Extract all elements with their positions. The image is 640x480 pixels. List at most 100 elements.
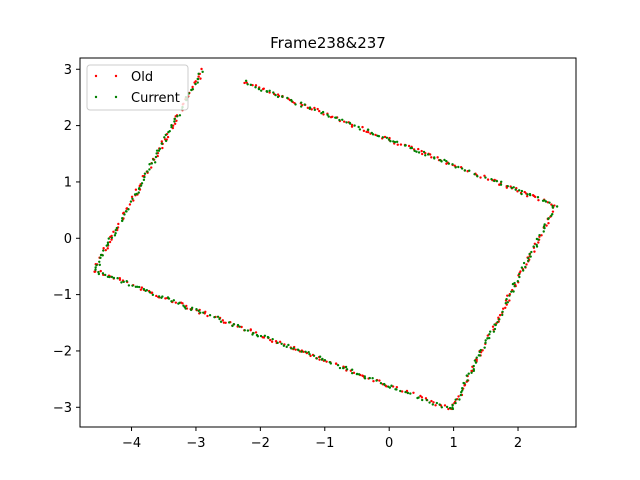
old-point [361,125,364,129]
old-point [161,146,164,150]
current-point [246,83,249,86]
old-point [318,358,321,361]
plot-area-frame [79,57,577,428]
current-point [501,310,504,313]
current-point [152,158,155,161]
current-point [321,357,324,361]
old-point [150,166,153,169]
legend-marker-current [94,95,118,99]
current-point [268,89,271,92]
current-point [208,314,212,317]
old-point [139,288,143,291]
current-point [219,320,223,323]
current-point [294,103,297,106]
current-point [393,140,397,144]
old-point [540,234,543,237]
current-point [462,381,465,385]
current-point [300,105,303,108]
current-point [460,167,464,170]
current-point [238,325,241,328]
current-point [142,287,146,291]
y-tick-label: −2 [53,344,72,359]
current-point [459,393,463,397]
old-point [378,379,381,382]
current-point [550,214,553,217]
current-point [300,101,303,104]
old-point [533,242,537,245]
old-point [352,371,356,375]
current-point [255,333,259,337]
current-point [524,265,527,269]
old-point [361,374,364,377]
current-point [538,233,541,237]
current-point [249,83,253,87]
current-point [457,165,460,169]
old-point [261,336,264,339]
current-point [236,323,240,327]
current-point [338,118,341,122]
current-point [440,406,444,409]
current-point [535,245,539,248]
current-point [114,229,117,232]
current-point [505,297,508,301]
current-point [120,219,124,223]
current-point [274,93,277,97]
x-tick-label: −1 [315,436,334,451]
current-point [127,208,130,211]
old-point [117,222,120,226]
current-point [381,136,385,139]
current-point [158,147,162,151]
current-point [116,277,119,280]
current-point [125,280,128,283]
current-point [143,175,146,179]
current-point [170,124,173,127]
old-point [508,299,511,302]
legend-label-old: Old [131,70,153,85]
current-point [478,350,481,354]
current-point [338,366,342,370]
old-point [331,115,334,119]
current-point [144,289,147,292]
current-point [341,118,344,122]
current-point [527,259,530,263]
current-point [276,95,280,99]
current-point [335,116,338,119]
old-point [310,108,313,111]
current-point [537,238,540,241]
old-point [199,77,202,80]
current-point [520,192,523,196]
old-point [322,113,325,116]
current-point [472,369,476,373]
current-point [517,189,521,192]
old-point [537,198,540,202]
current-point [244,79,248,83]
current-point [463,169,467,172]
old-point [269,338,272,342]
current-point [166,296,170,299]
current-point [366,128,370,132]
current-point [529,193,532,197]
current-point [548,201,551,204]
current-point [178,114,182,117]
old-point [240,325,243,329]
old-point [200,67,203,71]
old-point [174,301,178,304]
old-point [504,306,507,309]
x-tick-label: 2 [514,436,522,451]
old-point [350,123,354,127]
current-point [290,347,293,350]
current-point [155,152,158,155]
current-point [286,96,289,100]
old-point [400,390,404,393]
current-point [493,327,497,331]
current-point [142,178,146,182]
current-point [498,318,501,321]
current-point [232,322,236,326]
current-point [403,144,407,147]
old-point [194,80,197,83]
current-point [137,191,140,194]
x-tick-label: 0 [385,436,393,451]
old-point [525,194,529,198]
old-point [395,385,399,389]
current-point [157,295,161,298]
